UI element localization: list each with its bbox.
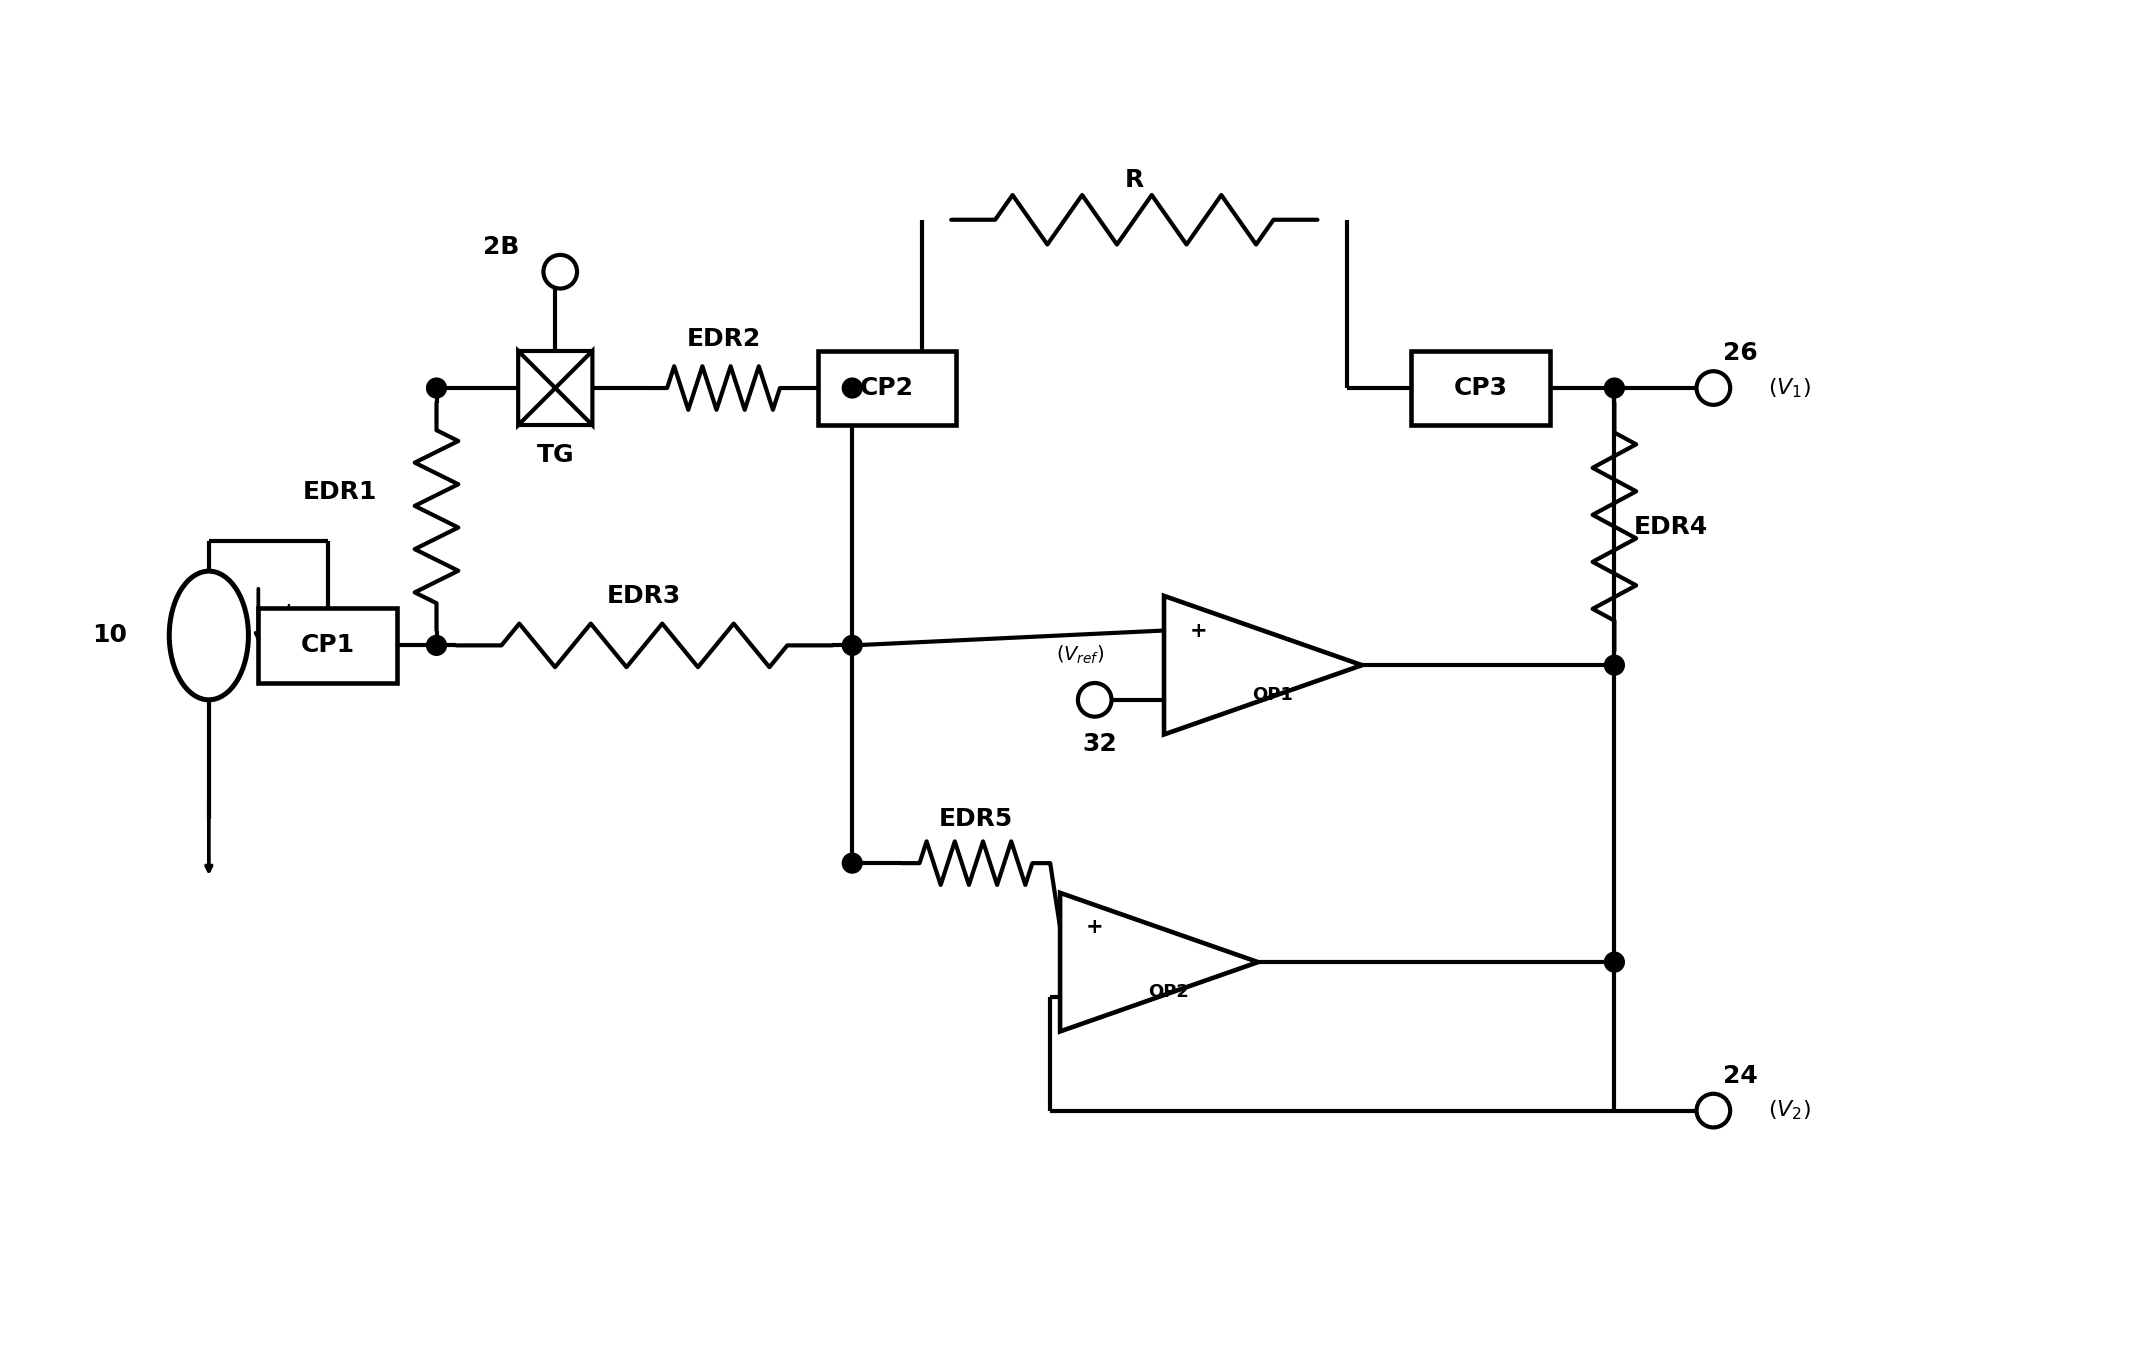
Circle shape (428, 636, 447, 655)
Text: EDR2: EDR2 (686, 326, 761, 351)
Text: 26: 26 (1723, 341, 1757, 366)
Text: +: + (1086, 917, 1103, 938)
Text: EDR3: EDR3 (607, 584, 682, 607)
Circle shape (1604, 953, 1625, 972)
Circle shape (1078, 682, 1112, 717)
Circle shape (842, 853, 862, 874)
Circle shape (1604, 378, 1625, 399)
Text: $(V_2)$: $(V_2)$ (1768, 1099, 1811, 1122)
Text: OP2: OP2 (1148, 983, 1189, 1001)
Text: EDR5: EDR5 (939, 807, 1013, 830)
Bar (817, 351, 956, 425)
Text: CP2: CP2 (859, 375, 913, 400)
Text: 10: 10 (92, 624, 128, 647)
Circle shape (842, 378, 862, 399)
Text: CP1: CP1 (301, 633, 355, 658)
Bar (1411, 351, 1550, 425)
Text: $I_S$: $I_S$ (282, 602, 301, 629)
Text: $(V_{ref})$: $(V_{ref})$ (1056, 644, 1103, 666)
Bar (259, 609, 398, 682)
Text: OP1: OP1 (1253, 685, 1293, 704)
Text: EDR1: EDR1 (304, 480, 376, 504)
Circle shape (428, 378, 447, 399)
Circle shape (842, 636, 862, 655)
Text: TG: TG (537, 442, 575, 467)
Text: 24: 24 (1723, 1063, 1757, 1088)
Text: 2B: 2B (483, 235, 520, 259)
Text: 32: 32 (1082, 733, 1116, 756)
Text: CP3: CP3 (1454, 375, 1507, 400)
Circle shape (1604, 655, 1625, 676)
Text: $(V_1)$: $(V_1)$ (1768, 377, 1811, 400)
Circle shape (1698, 1093, 1730, 1127)
Text: +: + (1191, 621, 1208, 640)
Text: R: R (1125, 168, 1144, 192)
Circle shape (1698, 371, 1730, 405)
Circle shape (543, 255, 577, 288)
Text: EDR4: EDR4 (1633, 515, 1708, 539)
